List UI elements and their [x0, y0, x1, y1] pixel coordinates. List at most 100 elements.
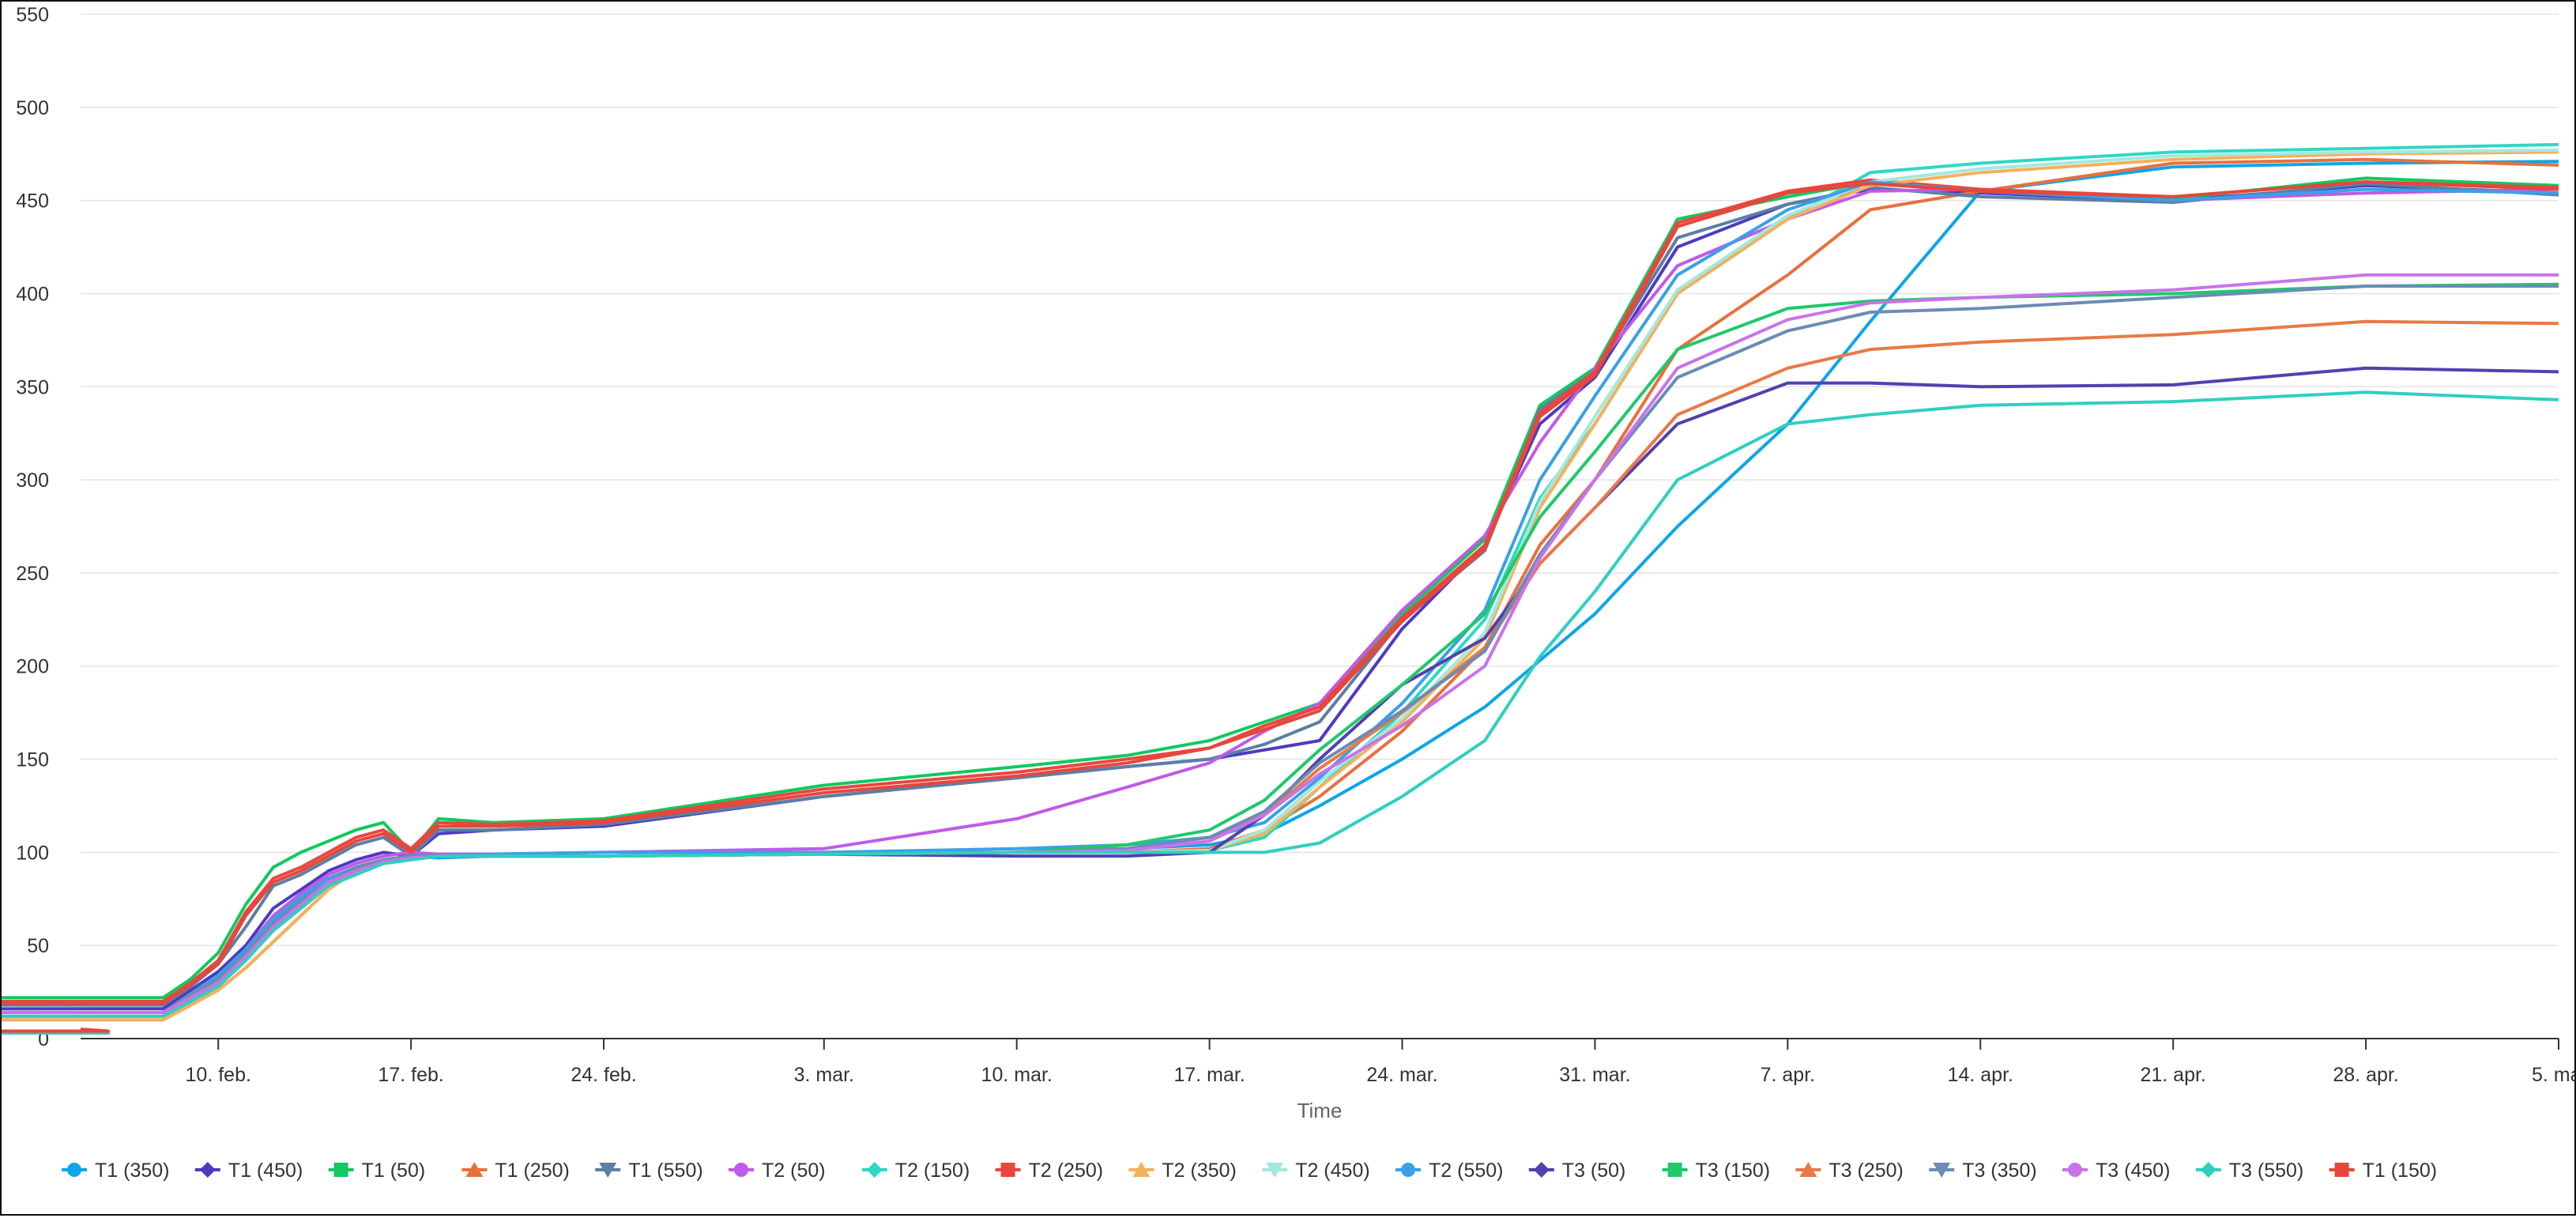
series-line-15: [0, 273, 2559, 1035]
legend-marker-triangle-down: [1933, 1163, 1951, 1178]
y-tick-label: 550: [16, 4, 49, 26]
series-line-2: [0, 176, 2559, 1033]
y-tick-label: 150: [16, 749, 49, 771]
legend-label: T3 (450): [2096, 1160, 2170, 1182]
y-tick-label: 350: [16, 376, 49, 398]
legend-label: T2 (350): [1162, 1160, 1236, 1182]
x-tick-label: 10. mar.: [981, 1064, 1053, 1086]
x-tick-label: 17. mar.: [1173, 1064, 1245, 1086]
legend-item[interactable]: T2 (250): [995, 1160, 1103, 1182]
legend-label: T1 (250): [495, 1160, 569, 1182]
x-tick-label: 24. mar.: [1366, 1064, 1437, 1086]
y-tick-label: 50: [27, 935, 49, 957]
y-tick-label: 300: [16, 469, 49, 492]
series-line-12: [0, 282, 2559, 1035]
legend-item[interactable]: T2 (350): [1128, 1160, 1237, 1182]
x-tick-label: 24. feb.: [571, 1064, 636, 1086]
legend-marker-square: [1000, 1163, 1015, 1177]
legend-item[interactable]: T1 (50): [328, 1160, 426, 1182]
legend: T1 (350) T1 (450) T1 (50) T1 (250) T1 (550) T…: [62, 1160, 2437, 1182]
legend-item[interactable]: T2 (50): [729, 1160, 826, 1182]
legend-item[interactable]: T3 (450): [2062, 1160, 2170, 1182]
y-tick-label: 450: [16, 190, 49, 213]
legend-item[interactable]: T3 (250): [1795, 1160, 1904, 1182]
legend-marker-triangle: [1799, 1162, 1817, 1177]
series-line-16: [0, 390, 2559, 1035]
legend-marker-circle: [734, 1163, 748, 1177]
legend-label: T2 (50): [762, 1160, 826, 1182]
legend-item[interactable]: T3 (50): [1528, 1160, 1626, 1182]
legend-marker-triangle-down: [1266, 1163, 1284, 1178]
x-tick-label: 5. maj: [2532, 1064, 2574, 1086]
legend-label: T1 (50): [362, 1160, 426, 1182]
legend-label: T3 (350): [1962, 1160, 2036, 1182]
legend-marker-square: [2334, 1163, 2349, 1177]
x-tick-label: 28. apr.: [2333, 1064, 2398, 1086]
series-lines: [0, 142, 2559, 1035]
x-tick-label: 21. apr.: [2140, 1064, 2205, 1086]
legend-item[interactable]: T1 (150): [2329, 1160, 2437, 1182]
legend-label: T2 (450): [1295, 1160, 1369, 1182]
x-tick-label: 17. feb.: [378, 1064, 443, 1086]
legend-label: T1 (550): [628, 1160, 702, 1182]
legend-label: T2 (550): [1429, 1160, 1503, 1182]
series-line-13: [0, 319, 2559, 1035]
legend-item[interactable]: T1 (450): [194, 1160, 303, 1182]
legend-item[interactable]: T2 (550): [1395, 1160, 1503, 1182]
y-tick-label: 200: [16, 656, 49, 678]
y-tick-label: 500: [16, 97, 49, 119]
legend-item[interactable]: T3 (550): [2195, 1160, 2303, 1182]
legend-marker-circle: [2068, 1163, 2082, 1177]
legend-marker-square: [333, 1163, 348, 1177]
legend-label: T3 (50): [1562, 1160, 1626, 1182]
series-line-11: [0, 366, 2559, 1035]
x-tick-label: 7. apr.: [1761, 1064, 1816, 1086]
series-line-5: [0, 187, 2559, 1035]
legend-label: T1 (350): [95, 1160, 169, 1182]
legend-marker-circle: [67, 1163, 81, 1177]
x-axis-title: Time: [1297, 1099, 1343, 1122]
series-line-9: [0, 149, 2559, 1035]
x-tick-label: 31. mar.: [1559, 1064, 1630, 1086]
legend-item[interactable]: T2 (150): [861, 1160, 970, 1182]
legend-label: T1 (450): [228, 1160, 303, 1182]
legend-label: T3 (550): [2229, 1160, 2303, 1182]
y-tick-label: 100: [16, 842, 49, 864]
legend-marker-diamond: [866, 1162, 883, 1178]
legend-marker-circle: [1401, 1163, 1415, 1177]
legend-item[interactable]: T1 (550): [595, 1160, 703, 1182]
legend-marker-diamond: [2200, 1162, 2216, 1178]
legend-marker-diamond: [199, 1162, 216, 1178]
x-tick-label: 14. apr.: [1948, 1064, 2013, 1086]
legend-item[interactable]: T1 (350): [62, 1160, 169, 1182]
y-tick-label: 400: [16, 283, 49, 305]
legend-label: T2 (150): [895, 1160, 970, 1182]
series-line-4: [0, 182, 2559, 1035]
series-line-10: [0, 180, 2559, 1035]
legend-marker-triangle-down: [599, 1163, 617, 1178]
legend-marker-diamond: [1533, 1162, 1550, 1178]
legend-marker-triangle: [1132, 1162, 1151, 1177]
legend-label: T3 (150): [1696, 1160, 1770, 1182]
x-tick-label: 10. feb.: [186, 1064, 251, 1086]
x-axis: 10. feb. 17. feb. 24. feb. 3. mar. 10. mar. 1…: [186, 1039, 2576, 1086]
legend-item[interactable]: T3 (150): [1662, 1160, 1770, 1182]
series-line-1: [0, 183, 2559, 1035]
legend-label: T2 (250): [1029, 1160, 1103, 1182]
y-tick-label: 250: [16, 563, 49, 585]
legend-marker-square: [1667, 1163, 1682, 1177]
series-line-7: [0, 178, 2559, 1033]
legend-item[interactable]: T1 (250): [461, 1160, 570, 1182]
legend-label: T1 (150): [2363, 1160, 2437, 1182]
series-line-17: [0, 180, 2559, 1033]
series-line-14: [0, 285, 2559, 1035]
legend-item[interactable]: T2 (450): [1262, 1160, 1370, 1182]
legend-marker-triangle: [465, 1162, 484, 1177]
legend-item[interactable]: T3 (350): [1929, 1160, 2037, 1182]
series-line-8: [0, 150, 2559, 1035]
x-tick-label: 3. mar.: [794, 1064, 854, 1086]
legend-label: T3 (250): [1828, 1160, 1903, 1182]
